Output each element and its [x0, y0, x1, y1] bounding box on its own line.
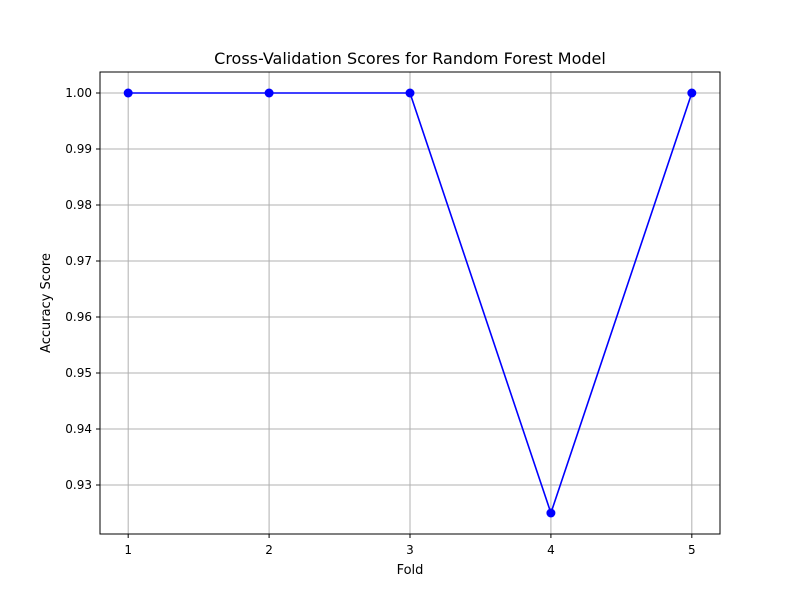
- x-axis-ticks: 1 2 3 4 5: [124, 534, 696, 557]
- x-tick-label: 5: [688, 543, 696, 557]
- chart-title: Cross-Validation Scores for Random Fores…: [214, 49, 606, 68]
- y-tick-label: 0.96: [65, 310, 92, 324]
- y-axis-label: Accuracy Score: [39, 253, 54, 353]
- data-point: [264, 88, 274, 98]
- data-point: [123, 88, 133, 98]
- y-tick-label: 0.94: [65, 422, 92, 436]
- series-layer: [123, 88, 697, 518]
- x-tick-label: 3: [406, 543, 414, 557]
- data-point: [687, 88, 697, 98]
- y-tick-label: 1.00: [65, 86, 92, 100]
- y-tick-label: 0.97: [65, 254, 92, 268]
- y-tick-label: 0.95: [65, 366, 92, 380]
- data-point: [546, 508, 556, 518]
- x-tick-label: 1: [124, 543, 132, 557]
- y-tick-label: 0.98: [65, 198, 92, 212]
- y-tick-label: 0.99: [65, 142, 92, 156]
- x-tick-label: 2: [265, 543, 273, 557]
- x-tick-label: 4: [547, 543, 555, 557]
- y-tick-label: 0.93: [65, 478, 92, 492]
- y-axis-ticks: 0.93 0.94 0.95 0.96 0.97 0.98 0.99 1.00: [65, 86, 100, 492]
- x-axis-label: Fold: [397, 563, 424, 578]
- data-point: [405, 88, 415, 98]
